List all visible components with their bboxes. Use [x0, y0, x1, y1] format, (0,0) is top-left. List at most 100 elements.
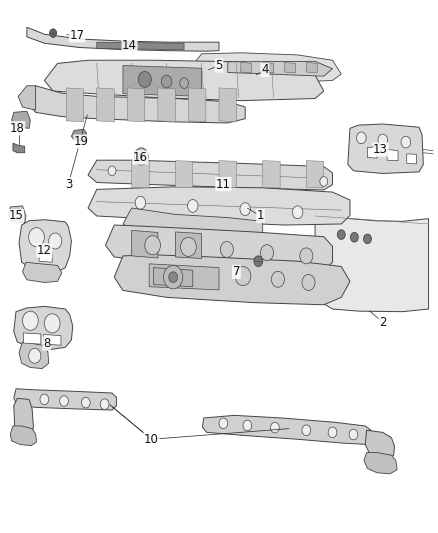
Polygon shape [43, 335, 61, 345]
Polygon shape [175, 232, 201, 259]
Circle shape [40, 394, 49, 405]
Polygon shape [365, 430, 395, 459]
Text: 15: 15 [8, 209, 23, 222]
Polygon shape [263, 161, 280, 188]
Text: 17: 17 [70, 29, 85, 42]
Circle shape [219, 418, 228, 429]
Polygon shape [285, 62, 295, 73]
Circle shape [134, 148, 148, 165]
Polygon shape [14, 389, 117, 410]
Text: 12: 12 [37, 244, 52, 257]
Text: 16: 16 [133, 151, 148, 164]
Text: 19: 19 [74, 135, 89, 148]
Circle shape [60, 395, 68, 406]
Text: 8: 8 [43, 337, 50, 350]
Polygon shape [39, 252, 52, 262]
Circle shape [138, 152, 145, 161]
Polygon shape [88, 160, 332, 190]
Polygon shape [132, 161, 149, 188]
Polygon shape [315, 192, 428, 312]
Polygon shape [153, 268, 193, 287]
Polygon shape [106, 225, 332, 270]
Polygon shape [387, 150, 398, 161]
Polygon shape [27, 27, 219, 51]
Polygon shape [22, 262, 62, 282]
Circle shape [261, 245, 274, 261]
Polygon shape [11, 426, 36, 446]
Polygon shape [184, 53, 341, 83]
Text: 10: 10 [144, 433, 159, 446]
Circle shape [302, 274, 315, 290]
Circle shape [180, 78, 188, 88]
Circle shape [272, 271, 285, 287]
Polygon shape [219, 161, 237, 188]
Polygon shape [263, 62, 274, 73]
Polygon shape [306, 161, 324, 188]
Circle shape [100, 399, 109, 409]
Polygon shape [149, 264, 219, 290]
Circle shape [350, 232, 358, 242]
Polygon shape [367, 148, 377, 158]
Polygon shape [364, 453, 397, 474]
Circle shape [28, 228, 44, 247]
Polygon shape [14, 306, 73, 350]
Circle shape [28, 349, 41, 364]
Circle shape [292, 206, 303, 219]
Circle shape [401, 136, 411, 148]
Polygon shape [19, 220, 71, 272]
Circle shape [22, 311, 38, 330]
Polygon shape [132, 230, 158, 258]
Polygon shape [97, 42, 184, 50]
Polygon shape [306, 62, 317, 73]
Polygon shape [175, 161, 193, 188]
Circle shape [302, 425, 311, 435]
Text: 4: 4 [261, 63, 268, 76]
Circle shape [300, 248, 313, 264]
Circle shape [108, 166, 116, 175]
Polygon shape [202, 415, 373, 445]
Polygon shape [14, 398, 33, 437]
Circle shape [240, 203, 251, 215]
Circle shape [138, 71, 151, 87]
Circle shape [349, 429, 358, 440]
Polygon shape [88, 187, 350, 225]
Text: 1: 1 [257, 209, 264, 222]
Text: 18: 18 [10, 122, 25, 135]
Polygon shape [348, 124, 424, 173]
Circle shape [135, 196, 146, 209]
Polygon shape [219, 88, 237, 122]
Polygon shape [66, 88, 84, 122]
Circle shape [271, 422, 279, 433]
Text: 2: 2 [379, 316, 386, 329]
Circle shape [357, 132, 366, 144]
Circle shape [254, 256, 263, 266]
Circle shape [364, 234, 371, 244]
Polygon shape [97, 88, 114, 122]
Circle shape [49, 29, 57, 37]
Polygon shape [114, 255, 350, 305]
Circle shape [328, 427, 337, 438]
Polygon shape [19, 342, 49, 368]
Circle shape [378, 134, 388, 146]
Text: 5: 5 [215, 59, 223, 72]
Polygon shape [123, 66, 201, 96]
Text: 11: 11 [216, 177, 231, 191]
Circle shape [337, 230, 345, 239]
Circle shape [243, 420, 252, 431]
Circle shape [169, 272, 177, 282]
Circle shape [320, 176, 328, 186]
Polygon shape [241, 62, 252, 73]
Circle shape [49, 233, 62, 249]
Circle shape [235, 266, 251, 286]
Circle shape [187, 199, 198, 212]
Text: 7: 7 [233, 265, 240, 278]
Polygon shape [407, 154, 417, 164]
Polygon shape [18, 86, 35, 110]
Text: 13: 13 [373, 143, 388, 156]
Polygon shape [158, 88, 175, 122]
Circle shape [44, 314, 60, 333]
Polygon shape [188, 88, 206, 122]
Polygon shape [23, 333, 41, 344]
Circle shape [161, 75, 172, 88]
Circle shape [145, 236, 160, 255]
